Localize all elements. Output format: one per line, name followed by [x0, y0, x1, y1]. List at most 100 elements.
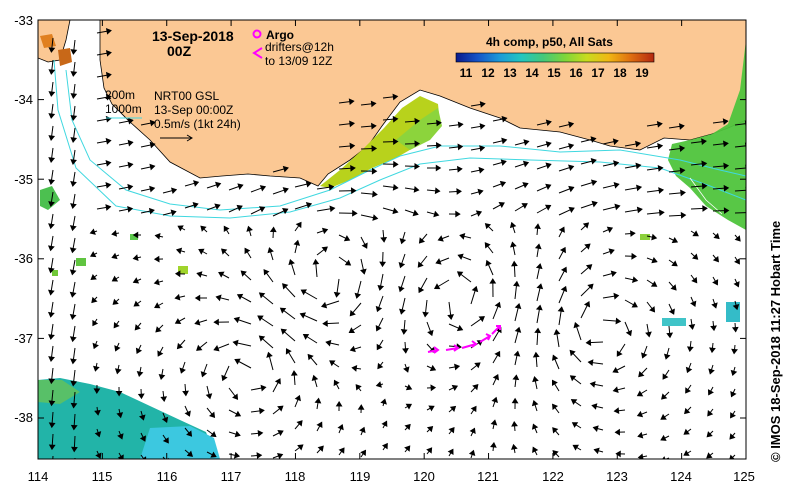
current-vector-head [350, 187, 357, 195]
current-vector-head [221, 374, 228, 382]
current-vector-head [522, 160, 530, 168]
current-vector-head [610, 270, 617, 278]
current-vector-head [377, 284, 385, 291]
current-vector-head [678, 123, 685, 130]
current-vector-head [585, 339, 592, 346]
current-vector-head [186, 430, 193, 437]
current-vector-head [392, 207, 399, 215]
current-vector-head [650, 280, 658, 287]
current-vector-head [210, 451, 217, 458]
current-vector-head [392, 138, 399, 146]
current-vector-head [333, 379, 340, 387]
current-vector-head [414, 162, 420, 170]
current-vector-head [198, 248, 205, 255]
y-tick-label: -34 [14, 92, 33, 107]
current-vector-head [707, 389, 714, 396]
current-vector-head [133, 300, 140, 307]
current-vector-head [69, 313, 77, 320]
current-vector-head [179, 367, 186, 374]
current-vector-head [573, 322, 580, 329]
current-vector-head [613, 181, 620, 189]
current-vector-head [590, 179, 598, 187]
current-vector-head [132, 277, 140, 284]
current-vector-head [732, 303, 740, 311]
current-vector-head [513, 350, 521, 357]
current-vector-head [279, 307, 287, 314]
current-vector-head [551, 354, 559, 361]
current-vector-head [485, 259, 492, 267]
current-vector-head [70, 49, 78, 55]
current-vector-head [371, 145, 378, 152]
current-vector-head [668, 308, 675, 315]
current-vector-head [70, 159, 77, 165]
current-vector-head [355, 384, 362, 391]
current-vector-head [660, 413, 667, 420]
current-vector-head [70, 71, 78, 77]
current-vector-head [641, 352, 648, 359]
current-vector-head [589, 381, 596, 388]
current-vector-head [590, 136, 597, 143]
argo-icon [252, 29, 262, 39]
sst-green-patch-south [38, 380, 80, 404]
y-tick-label: -35 [14, 172, 33, 187]
current-vector-head [417, 261, 424, 268]
current-vector-head [663, 353, 671, 360]
current-vector-head [200, 225, 207, 232]
current-vector-head [174, 293, 181, 301]
current-vector-head [176, 342, 183, 350]
current-vector-head [376, 343, 383, 351]
current-vector-head [712, 255, 719, 263]
current-vector-head [329, 360, 336, 367]
current-vector-head [257, 429, 264, 437]
drifter-track [427, 325, 501, 354]
current-vector-head [290, 370, 298, 376]
current-vector-head [371, 167, 378, 175]
current-vector-head [414, 117, 421, 125]
current-vector-head [48, 179, 55, 186]
current-vector-head [457, 143, 464, 151]
current-vector-head [531, 423, 539, 430]
current-vector-head [662, 373, 669, 380]
colorbar-tick: 18 [613, 66, 627, 80]
current-vector-head [658, 187, 665, 194]
current-vector-head [105, 160, 112, 167]
current-vector-head [680, 211, 687, 219]
current-vector-head [632, 276, 639, 283]
current-vector-head [111, 252, 118, 260]
current-vector-head [175, 247, 183, 255]
current-vector-head [321, 246, 328, 253]
y-tick-label: -38 [14, 410, 33, 425]
current-vector-head [116, 412, 124, 419]
current-vector-head [706, 452, 713, 459]
current-vector-head [492, 374, 500, 381]
current-vector-head [523, 139, 530, 146]
current-vector-head [587, 359, 594, 367]
current-vector-head [302, 333, 310, 340]
current-vector-head [584, 243, 591, 250]
current-vector-head [69, 336, 77, 343]
current-vector-head [418, 286, 425, 294]
current-vector-head [730, 412, 736, 419]
current-vector-head [258, 292, 266, 299]
current-vector-head [615, 317, 622, 325]
current-vector-head [657, 142, 664, 150]
current-vector-head [70, 137, 78, 143]
current-vector-head [360, 268, 367, 275]
x-tick-label: 122 [542, 469, 564, 484]
current-vector-head [613, 407, 620, 415]
current-vector-head [435, 258, 442, 265]
current-vector-head [127, 206, 134, 213]
current-vector-head [491, 396, 498, 404]
x-axis-labels: 114 115 116 117 118 119 120 121 122 123 … [28, 469, 755, 484]
current-vector-head [513, 280, 520, 287]
current-vector-head [137, 393, 145, 400]
current-vector-head [680, 189, 686, 197]
current-vector-head [154, 233, 161, 240]
current-vector-head [499, 180, 507, 188]
current-vector-head [459, 233, 466, 240]
current-vector-head [149, 163, 156, 171]
current-vector-head [196, 344, 203, 351]
x-tick-label: 121 [477, 469, 499, 484]
current-vector-head [631, 252, 637, 260]
current-vector-head [734, 235, 741, 242]
